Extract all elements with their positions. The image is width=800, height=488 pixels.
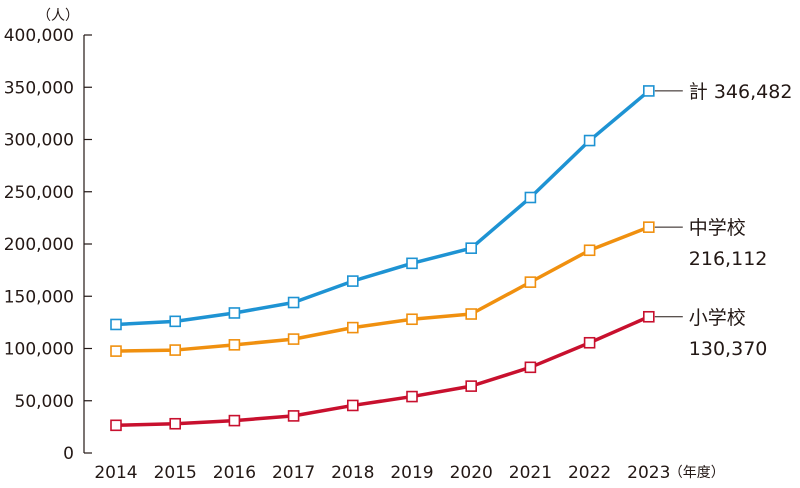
- x-tick-label: 2023: [627, 463, 670, 483]
- series-label-total: 計 346,482: [689, 81, 793, 103]
- x-tick-label: 2017: [272, 463, 315, 483]
- series-label-elementary: 小学校: [689, 307, 746, 329]
- data-point-total: [346, 275, 359, 287]
- x-tick-label: 2019: [390, 463, 433, 483]
- data-point-junior_high: [642, 221, 655, 233]
- data-point-elementary: [169, 417, 181, 430]
- data-point-total: [406, 257, 418, 270]
- data-point-junior_high: [346, 321, 359, 334]
- series-label-elementary: 130,370: [689, 338, 768, 360]
- series-label-junior_high: 216,112: [689, 248, 768, 270]
- y-tick-label: 400,000: [4, 26, 74, 46]
- series-line-total: [115, 89, 650, 327]
- x-tick-label: 2018: [331, 463, 374, 483]
- y-tick-label: 300,000: [4, 131, 74, 151]
- axes: [83, 34, 92, 454]
- x-tick-label: 2014: [94, 463, 137, 483]
- x-tick-label: 2022: [568, 463, 611, 483]
- data-point-elementary: [110, 419, 122, 432]
- data-point-total: [169, 315, 181, 328]
- data-point-junior_high: [169, 344, 181, 356]
- series-line-junior_high: [115, 225, 650, 353]
- data-point-junior_high: [524, 276, 537, 288]
- data-point-elementary: [287, 410, 300, 422]
- x-tick-label: 2020: [450, 463, 493, 483]
- data-point-total: [642, 85, 655, 97]
- data-point-junior_high: [406, 313, 418, 326]
- y-tick-label: 350,000: [4, 78, 74, 98]
- y-tick-label: 200,000: [4, 235, 74, 255]
- data-point-total: [524, 191, 537, 204]
- series-lines: [110, 85, 655, 432]
- data-point-junior_high: [465, 308, 478, 320]
- axis-labels: 0 50,000 100,000 150,000 200,000 250,000 300,0…: [4, 8, 725, 483]
- x-tick-label: 2016: [213, 463, 256, 483]
- data-point-junior_high: [228, 339, 241, 351]
- data-point-elementary: [346, 399, 359, 412]
- data-point-total: [465, 242, 478, 254]
- data-point-elementary: [524, 361, 537, 374]
- data-point-elementary: [583, 336, 596, 349]
- y-unit-label: （人）: [37, 8, 79, 24]
- y-tick-label: 0: [63, 444, 74, 464]
- data-point-total: [583, 134, 596, 147]
- data-point-elementary: [406, 390, 418, 403]
- data-point-total: [287, 296, 300, 309]
- data-point-elementary: [465, 380, 478, 392]
- x-tick-label: 2021: [509, 463, 552, 483]
- data-point-total: [228, 307, 241, 319]
- data-point-junior_high: [583, 244, 596, 257]
- y-tick-label: 100,000: [4, 340, 74, 360]
- data-point-total: [110, 318, 122, 331]
- data-point-elementary: [228, 414, 241, 427]
- y-tick-label: 150,000: [4, 287, 74, 307]
- x-tick-label: 2015: [154, 463, 197, 483]
- y-tick-label: 250,000: [4, 183, 74, 203]
- x-unit-label: （年度）: [669, 465, 725, 481]
- series-annotations: 計 346,482 中学校 216,112 小学校 130,370: [654, 81, 793, 360]
- data-point-elementary: [642, 310, 655, 323]
- series-line-elementary: [115, 315, 650, 428]
- data-point-junior_high: [110, 345, 122, 357]
- data-point-junior_high: [287, 333, 300, 345]
- y-tick-label: 50,000: [15, 392, 74, 412]
- series-label-junior_high: 中学校: [689, 217, 746, 239]
